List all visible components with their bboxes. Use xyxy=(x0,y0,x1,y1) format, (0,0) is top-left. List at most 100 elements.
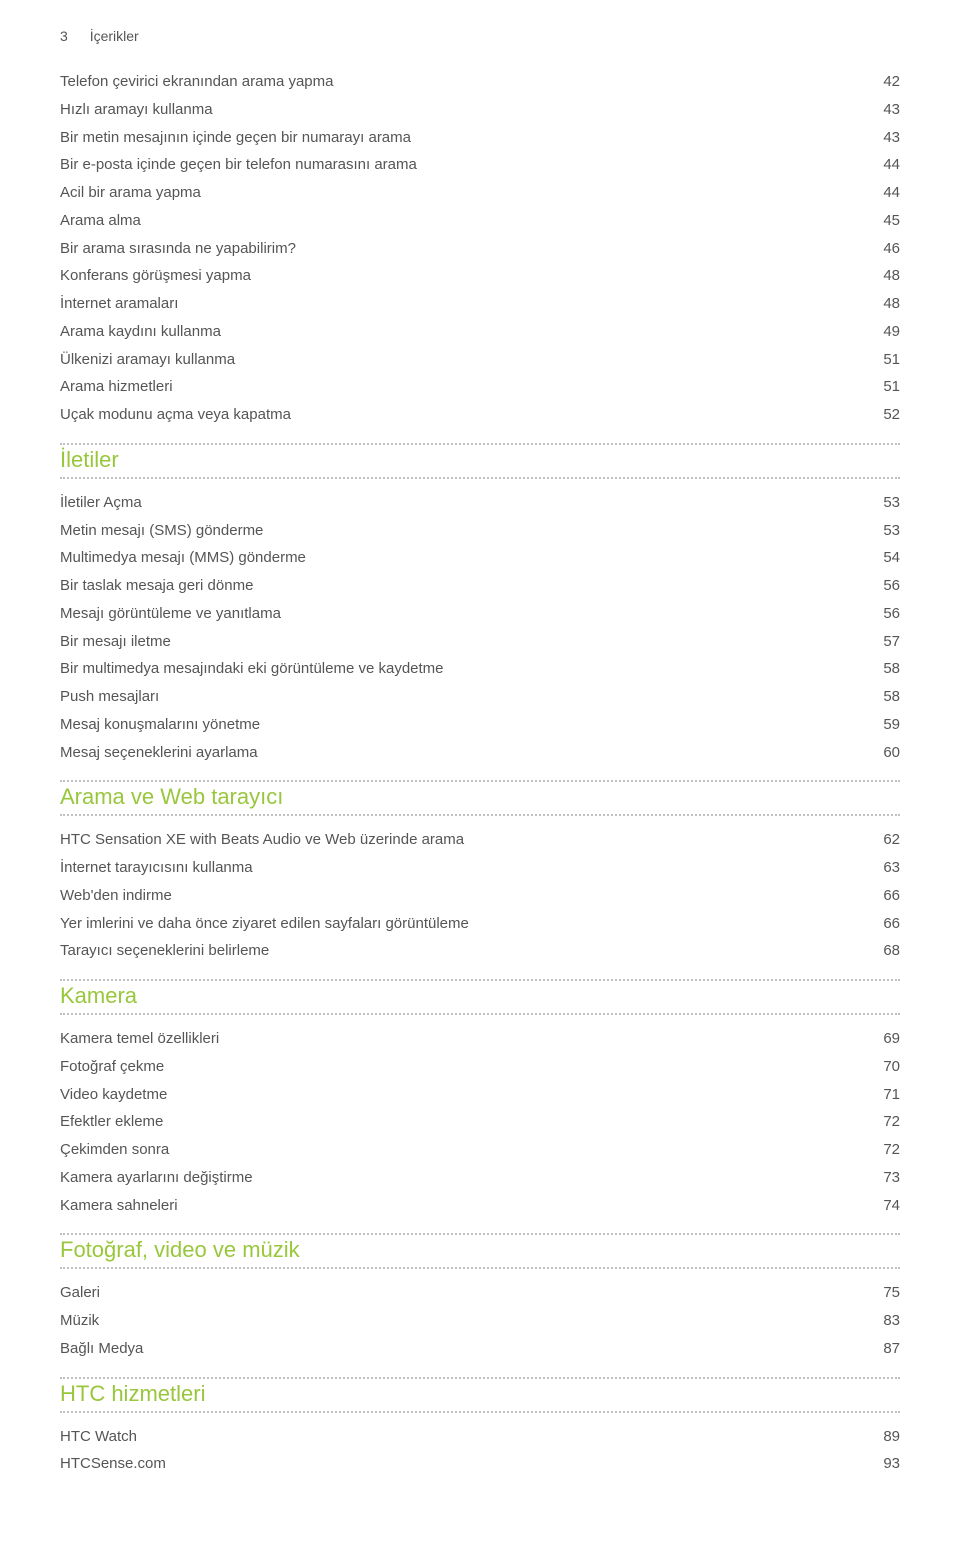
toc-item-page: 93 xyxy=(860,1450,900,1478)
toc-item-label: HTCSense.com xyxy=(60,1450,860,1478)
toc-row[interactable]: Acil bir arama yapma44 xyxy=(60,179,900,207)
toc-item-label: Tarayıcı seçeneklerini belirleme xyxy=(60,937,860,965)
toc-item-page: 59 xyxy=(860,711,900,739)
toc-item-label: Müzik xyxy=(60,1307,860,1335)
toc-item-label: Bir taslak mesaja geri dönme xyxy=(60,572,860,600)
toc-item-page: 58 xyxy=(860,683,900,711)
toc-item-page: 71 xyxy=(860,1081,900,1109)
toc-item-label: İletiler Açma xyxy=(60,489,860,517)
toc-item-label: Bir arama sırasında ne yapabilirim? xyxy=(60,235,860,263)
toc-row[interactable]: Multimedya mesajı (MMS) gönderme54 xyxy=(60,544,900,572)
toc-row[interactable]: Kamera sahneleri74 xyxy=(60,1192,900,1220)
toc-row[interactable]: Arama kaydını kullanma49 xyxy=(60,318,900,346)
toc-item-label: Mesajı görüntüleme ve yanıtlama xyxy=(60,600,860,628)
toc-row[interactable]: Bir metin mesajının içinde geçen bir num… xyxy=(60,124,900,152)
toc-row[interactable]: Bir e-posta içinde geçen bir telefon num… xyxy=(60,151,900,179)
toc-item-label: Konferans görüşmesi yapma xyxy=(60,262,860,290)
toc-item-label: Galeri xyxy=(60,1279,860,1307)
toc-item-page: 43 xyxy=(860,124,900,152)
toc-row[interactable]: Mesaj konuşmalarını yönetme59 xyxy=(60,711,900,739)
toc-row[interactable]: İnternet tarayıcısını kullanma63 xyxy=(60,854,900,882)
toc-item-label: Bir e-posta içinde geçen bir telefon num… xyxy=(60,151,860,179)
page-header: 3 İçerikler xyxy=(60,28,900,44)
section-heading[interactable]: Arama ve Web tarayıcı xyxy=(60,780,900,816)
toc-item-label: Yer imlerini ve daha önce ziyaret edilen… xyxy=(60,910,860,938)
toc-row[interactable]: İletiler Açma53 xyxy=(60,489,900,517)
toc-row[interactable]: HTC Watch89 xyxy=(60,1423,900,1451)
toc-item-label: Push mesajları xyxy=(60,683,860,711)
toc-row[interactable]: Bir multimedya mesajındaki eki görüntüle… xyxy=(60,655,900,683)
toc-item-page: 63 xyxy=(860,854,900,882)
section-heading[interactable]: HTC hizmetleri xyxy=(60,1377,900,1413)
toc-item-page: 72 xyxy=(860,1108,900,1136)
toc-item-label: HTC Sensation XE with Beats Audio ve Web… xyxy=(60,826,860,854)
toc-row[interactable]: Bağlı Medya87 xyxy=(60,1335,900,1363)
section-heading[interactable]: Fotoğraf, video ve müzik xyxy=(60,1233,900,1269)
toc-row[interactable]: Mesajı görüntüleme ve yanıtlama56 xyxy=(60,600,900,628)
toc-item-page: 74 xyxy=(860,1192,900,1220)
toc-item-page: 54 xyxy=(860,544,900,572)
toc-row[interactable]: İnternet aramaları48 xyxy=(60,290,900,318)
toc-item-page: 44 xyxy=(860,151,900,179)
toc-item-page: 48 xyxy=(860,290,900,318)
toc-row[interactable]: Ülkenizi aramayı kullanma51 xyxy=(60,346,900,374)
toc-item-page: 49 xyxy=(860,318,900,346)
table-of-contents: Telefon çevirici ekranından arama yapma4… xyxy=(60,68,900,1478)
toc-row[interactable]: Push mesajları58 xyxy=(60,683,900,711)
toc-row[interactable]: Telefon çevirici ekranından arama yapma4… xyxy=(60,68,900,96)
toc-item-label: Video kaydetme xyxy=(60,1081,860,1109)
toc-row[interactable]: Bir taslak mesaja geri dönme56 xyxy=(60,572,900,600)
toc-row[interactable]: Çekimden sonra72 xyxy=(60,1136,900,1164)
toc-row[interactable]: Arama alma45 xyxy=(60,207,900,235)
toc-item-page: 46 xyxy=(860,235,900,263)
toc-item-page: 83 xyxy=(860,1307,900,1335)
toc-item-page: 42 xyxy=(860,68,900,96)
toc-row[interactable]: Bir mesajı iletme57 xyxy=(60,628,900,656)
toc-row[interactable]: Tarayıcı seçeneklerini belirleme68 xyxy=(60,937,900,965)
toc-row[interactable]: Kamera ayarlarını değiştirme73 xyxy=(60,1164,900,1192)
toc-item-label: Mesaj konuşmalarını yönetme xyxy=(60,711,860,739)
toc-row[interactable]: Galeri75 xyxy=(60,1279,900,1307)
toc-item-page: 44 xyxy=(860,179,900,207)
toc-row[interactable]: Uçak modunu açma veya kapatma52 xyxy=(60,401,900,429)
toc-item-page: 53 xyxy=(860,517,900,545)
toc-row[interactable]: Kamera temel özellikleri69 xyxy=(60,1025,900,1053)
toc-item-page: 51 xyxy=(860,346,900,374)
section-heading[interactable]: Kamera xyxy=(60,979,900,1015)
toc-item-label: Bir mesajı iletme xyxy=(60,628,860,656)
toc-row[interactable]: Bir arama sırasında ne yapabilirim?46 xyxy=(60,235,900,263)
toc-item-label: Bağlı Medya xyxy=(60,1335,860,1363)
toc-item-label: Uçak modunu açma veya kapatma xyxy=(60,401,860,429)
toc-item-page: 60 xyxy=(860,739,900,767)
toc-item-label: Mesaj seçeneklerini ayarlama xyxy=(60,739,860,767)
toc-item-page: 75 xyxy=(860,1279,900,1307)
toc-row[interactable]: Mesaj seçeneklerini ayarlama60 xyxy=(60,739,900,767)
toc-item-label: Kamera sahneleri xyxy=(60,1192,860,1220)
toc-item-page: 89 xyxy=(860,1423,900,1451)
toc-item-label: Web'den indirme xyxy=(60,882,860,910)
toc-row[interactable]: Metin mesajı (SMS) gönderme53 xyxy=(60,517,900,545)
toc-row[interactable]: HTC Sensation XE with Beats Audio ve Web… xyxy=(60,826,900,854)
toc-row[interactable]: Arama hizmetleri51 xyxy=(60,373,900,401)
page-number: 3 xyxy=(60,28,68,44)
toc-row[interactable]: Konferans görüşmesi yapma48 xyxy=(60,262,900,290)
toc-row[interactable]: Efektler ekleme72 xyxy=(60,1108,900,1136)
toc-item-page: 43 xyxy=(860,96,900,124)
toc-row[interactable]: Müzik83 xyxy=(60,1307,900,1335)
toc-item-label: Arama kaydını kullanma xyxy=(60,318,860,346)
toc-item-page: 56 xyxy=(860,572,900,600)
toc-row[interactable]: Web'den indirme66 xyxy=(60,882,900,910)
toc-item-label: Hızlı aramayı kullanma xyxy=(60,96,860,124)
toc-row[interactable]: Fotoğraf çekme70 xyxy=(60,1053,900,1081)
toc-row[interactable]: HTCSense.com93 xyxy=(60,1450,900,1478)
toc-row[interactable]: Hızlı aramayı kullanma43 xyxy=(60,96,900,124)
toc-item-label: İnternet tarayıcısını kullanma xyxy=(60,854,860,882)
toc-item-label: Arama alma xyxy=(60,207,860,235)
toc-row[interactable]: Video kaydetme71 xyxy=(60,1081,900,1109)
section-heading[interactable]: İletiler xyxy=(60,443,900,479)
toc-item-page: 51 xyxy=(860,373,900,401)
toc-item-label: Kamera temel özellikleri xyxy=(60,1025,860,1053)
toc-item-page: 68 xyxy=(860,937,900,965)
toc-row[interactable]: Yer imlerini ve daha önce ziyaret edilen… xyxy=(60,910,900,938)
toc-item-label: Arama hizmetleri xyxy=(60,373,860,401)
